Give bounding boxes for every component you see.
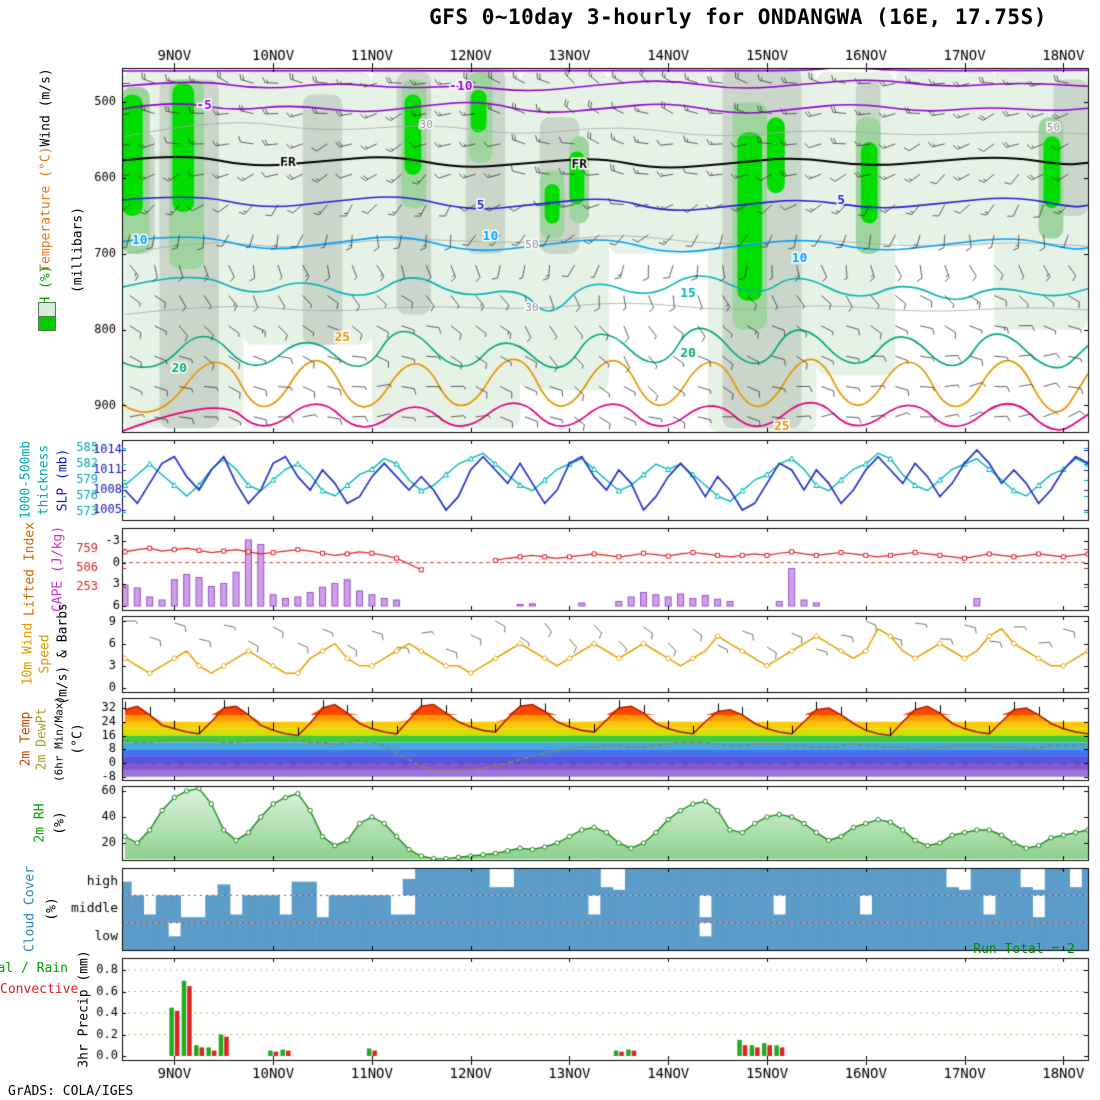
rh-shade-legend-box-bright [38, 316, 56, 331]
y-label-cloud-pct: (%) [44, 897, 60, 921]
y-label-2m-rh-pct: (%) [52, 811, 68, 835]
y-label-6hr-minmax: (6hr Min/Max) [52, 695, 66, 783]
grads-credit: GrADS: COLA/IGES [8, 1084, 134, 1099]
y-label-10m-barbs: (m/s) & Barbs [55, 603, 71, 705]
rh-shade-legend-box-light [38, 302, 56, 317]
y-label-2m-rh: 2m RH [32, 803, 48, 843]
y-label-2m-dewpt: 2m DewPt [34, 707, 50, 771]
page-title: GFS 0~10day 3-hourly for ONDANGWA (16E, … [429, 5, 1047, 29]
y-label-millibars: (millibars) [70, 206, 86, 294]
precip-total-rain-label: Total / Rain [0, 961, 68, 976]
y-label-degc: (°C) [70, 723, 86, 755]
y-label-10m-speed: Speed [37, 634, 53, 674]
y-label-lifted-index: Lifted Index [22, 522, 38, 616]
y-label-3hr-precip: 3hr Precip (mm) [76, 950, 92, 1068]
run-total-label: Run Total = 2 [973, 942, 1075, 957]
precip-convective-label: Convective [0, 982, 79, 997]
y-label-10m-wind: 10m Wind [20, 622, 36, 686]
temp-label: Temperature (°C) [38, 146, 54, 272]
y-label-thickness-2: thickness [36, 444, 52, 516]
y-label-slp: SLP (mb) [55, 448, 71, 512]
wind-label: Wind (m/s) [38, 68, 54, 147]
y-label-cape: CAPE (J/kg) [50, 525, 66, 613]
y-label-temp-wind: Temperature (°C)Wind (m/s) [39, 68, 54, 272]
y-label-thickness-1: 1000-500mb [18, 440, 34, 520]
y-label-cloud-cover: Cloud Cover [22, 865, 38, 953]
y-label-2m-temp: 2m Temp [18, 711, 34, 767]
